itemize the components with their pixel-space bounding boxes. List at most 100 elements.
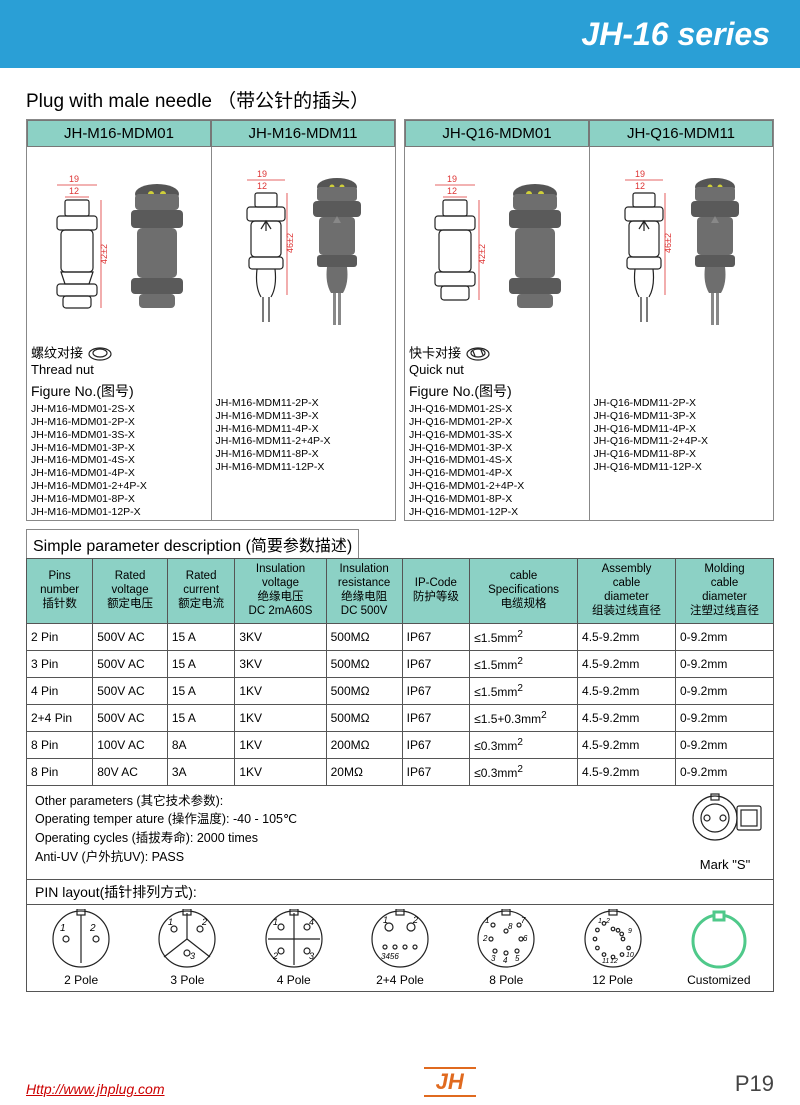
page-subtitle: Plug with male needle （带公针的插头） [26,86,774,113]
svg-text:3456: 3456 [381,952,399,961]
param-th: Insulationresistance绝缘电阻DC 500V [326,559,402,623]
svg-text:2: 2 [482,934,488,943]
pin-layout-cell: Customized [669,909,769,987]
pin-layout-title: PIN layout(插针排列方式): [26,880,774,905]
svg-text:12: 12 [447,186,457,196]
variant-header: JH-Q16-MDM11 [589,120,773,147]
variant-header: JH-M16-MDM01 [27,120,211,147]
series-title: JH-16 series [581,16,770,53]
svg-text:19: 19 [447,174,457,184]
variant-header: JH-M16-MDM11 [211,120,395,147]
variant-group-m16: JH-M16-MDM01 JH-M16-MDM11 19 12 [26,119,396,521]
param-th: Ratedvoltage额定电压 [93,559,168,623]
other-line: Operating temper ature (操作温度): -40 - 105… [35,810,297,829]
svg-text:8: 8 [508,922,513,931]
svg-text:19: 19 [257,169,267,179]
nut-icon [87,345,113,363]
svg-text:19: 19 [635,169,645,179]
param-th: IP-Code防护等级 [402,559,470,623]
param-th: Assemblycablediameter组装过线直径 [578,559,676,623]
svg-text:4: 4 [503,956,508,965]
pin-layout-cell: 1233 Pole [137,909,237,987]
pin-layout-cell: 17 286 3458 Pole [456,909,556,987]
connector-drawing: 19 12 42±2 [31,151,207,343]
connector-drawing: 19 12 46±2 [216,151,392,343]
svg-text:12: 12 [610,958,618,965]
table-row: 8 Pin80V AC3A1KV20MΩIP67≤0.3mm24.5-9.2mm… [27,758,774,785]
svg-text:1: 1 [485,916,489,925]
plug-render-cable-svg [687,167,743,327]
svg-text:6: 6 [523,934,528,943]
param-th: Ratedcurrent额定电流 [167,559,235,623]
footer-url[interactable]: Http://www.jhplug.com [26,1081,165,1097]
plug-render-svg [127,172,187,322]
svg-text:42±2: 42±2 [477,244,487,264]
svg-text:12: 12 [69,186,79,196]
figure-label: Figure No.(图号) [409,381,585,401]
svg-text:4: 4 [309,917,314,927]
connector-drawing: 19 12 46±2 [594,151,770,343]
plug-outline-svg: 19 12 42±2 [51,172,121,322]
svg-text:7: 7 [521,916,526,925]
pin-layout-row: 122 Pole 1233 Pole 14 234 Pole 12 34562+… [26,905,774,992]
nut-label: 快卡对接 Quick nut [409,345,585,377]
pin-layout-cell: 14 234 Pole [244,909,344,987]
part-numbers-list: JH-Q16-MDM01-2S-XJH-Q16-MDM01-2P-XJH-Q16… [409,403,585,518]
variant-col-q16-mdm11: 19 12 46±2 [590,147,774,520]
part-numbers-list: JH-M16-MDM01-2S-XJH-M16-MDM01-2P-XJH-M16… [31,403,207,518]
param-table: Pinsnumber插针数Ratedvoltage额定电压Ratedcurren… [26,558,774,785]
param-th: cableSpecifications电缆规格 [470,559,578,623]
svg-text:12: 12 [257,181,267,191]
svg-text:11: 11 [602,958,609,965]
variant-col-q16-mdm01: 19 12 42±2 [405,147,590,520]
svg-text:2: 2 [272,951,278,961]
pin-layout-cell: 12 910 111212 Pole [562,909,662,987]
variants-row: JH-M16-MDM01 JH-M16-MDM11 19 12 [26,119,774,521]
other-line: Operating cycles (插拔寿命): 2000 times [35,829,297,848]
param-section-title: Simple parameter description (简要参数描述) [26,529,359,558]
pin-layout-cell: 12 34562+4 Pole [350,909,450,987]
svg-text:9: 9 [628,928,632,935]
plug-render-svg [505,172,565,322]
svg-text:10: 10 [626,952,634,959]
pin-layout-cell: 122 Pole [31,909,131,987]
variant-group-q16: JH-Q16-MDM01 JH-Q16-MDM11 19 12 [404,119,774,521]
svg-text:1: 1 [60,923,66,934]
variant-header: JH-Q16-MDM01 [405,120,589,147]
table-row: 3 Pin500V AC15 A3KV500MΩIP67≤1.5mm24.5-9… [27,650,774,677]
figure-label: Figure No.(图号) [31,381,207,401]
svg-text:3: 3 [309,951,314,961]
nut-icon [465,345,491,363]
svg-text:46±2: 46±2 [663,233,673,253]
nut-label: 螺纹对接 Thread nut [31,345,207,377]
table-row: 2+4 Pin500V AC15 A1KV500MΩIP67≤1.5+0.3mm… [27,704,774,731]
plug-outline-svg: 19 12 42±2 [429,172,499,322]
svg-text:1: 1 [383,915,388,925]
connector-drawing: 19 12 42±2 [409,151,585,343]
other-params-box: Other parameters (其它技术参数): Operating tem… [26,786,774,880]
svg-text:1: 1 [168,917,173,927]
svg-text:42±2: 42±2 [99,244,109,264]
table-row: 2 Pin500V AC15 A3KV500MΩIP67≤1.5mm24.5-9… [27,623,774,650]
svg-text:2: 2 [412,915,418,925]
table-row: 4 Pin500V AC15 A1KV500MΩIP67≤1.5mm24.5-9… [27,677,774,704]
svg-text:12: 12 [635,181,645,191]
svg-text:5: 5 [515,954,520,963]
svg-text:1: 1 [273,917,278,927]
table-row: 8 Pin100V AC8A1KV200MΩIP67≤0.3mm24.5-9.2… [27,731,774,758]
svg-text:2: 2 [605,918,610,925]
part-numbers-list: JH-M16-MDM11-2P-XJH-M16-MDM11-3P-XJH-M16… [216,397,392,474]
other-line: Anti-UV (户外抗UV): PASS [35,848,297,867]
svg-text:19: 19 [69,174,79,184]
param-th: Insulationvoltage绝缘电压DC 2mA60S [235,559,326,623]
page-number: P19 [735,1071,774,1097]
variant-col-m16-mdm11: 19 12 46±2 [212,147,396,520]
svg-text:1: 1 [598,918,602,925]
svg-text:2: 2 [89,923,96,934]
footer-logo: JH [424,1067,476,1097]
variant-col-m16-mdm01: 19 12 42±2 [27,147,212,520]
plug-render-cable-svg [309,167,365,327]
svg-text:2: 2 [201,917,207,927]
mark-s-diagram: Mark "S" [685,792,765,875]
other-title: Other parameters (其它技术参数): [35,792,297,811]
